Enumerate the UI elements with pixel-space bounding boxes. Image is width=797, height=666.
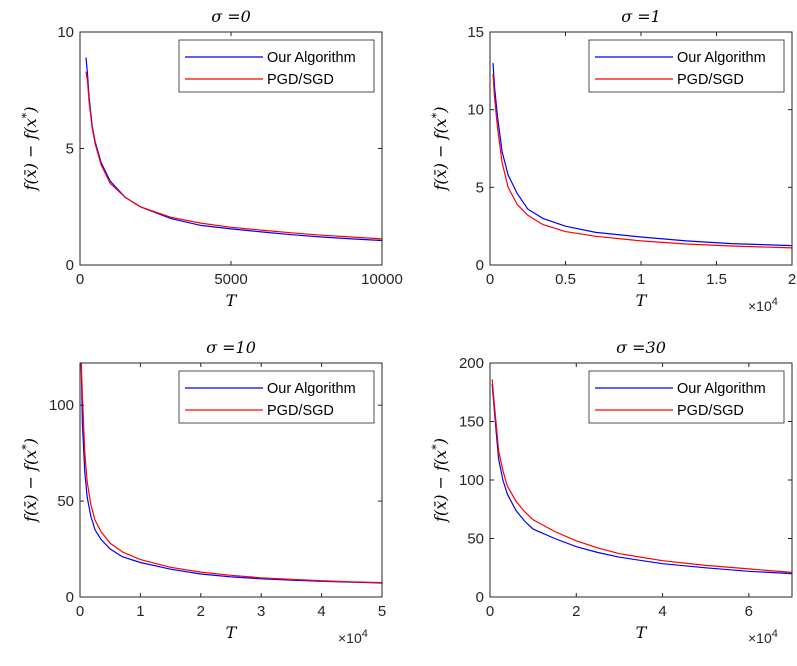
legend-label: PGD/SGD bbox=[677, 403, 744, 419]
legend: Our Algorithm PGD/SGD bbox=[588, 370, 785, 424]
x-tick-label: 10000 bbox=[361, 271, 403, 288]
x-tick-label: 5 bbox=[378, 603, 386, 620]
chart-title: σ =0 bbox=[211, 7, 251, 26]
legend-label: Our Algorithm bbox=[677, 50, 766, 66]
x-tick-label: 0 bbox=[76, 603, 84, 620]
y-tick-label: 150 bbox=[459, 414, 484, 431]
legend-box bbox=[178, 370, 375, 424]
y-axis-label: f(x̄) − f(x*) bbox=[430, 438, 451, 523]
y-tick-label: 200 bbox=[459, 355, 484, 372]
y-tick-label: 100 bbox=[49, 397, 74, 414]
x-tick-label: 5000 bbox=[214, 271, 247, 288]
y-axis-label: f(x̄) − f(x*) bbox=[430, 107, 451, 192]
legend-box bbox=[588, 370, 785, 424]
y-axis-label: f(x̄) − f(x*) bbox=[20, 107, 41, 192]
x-axis-multiplier: ×104 bbox=[338, 628, 368, 646]
subplot-sigma-1: 0 0.5 1 1.5 2 0 5 10 15 σ =1 Tf(x̄) − f(x*) ×104 Our… bbox=[430, 7, 797, 314]
x-tick-label: 1 bbox=[136, 603, 144, 620]
legend-label: Our Algorithm bbox=[267, 381, 356, 397]
legend-label: PGD/SGD bbox=[677, 72, 744, 88]
x-tick-label: 0 bbox=[76, 271, 84, 288]
y-tick-label: 10 bbox=[57, 24, 74, 41]
x-axis-multiplier: ×104 bbox=[748, 296, 778, 314]
series-line-our-algorithm bbox=[492, 63, 792, 247]
x-tick-label: 1 bbox=[637, 271, 645, 288]
y-axis-label: f(x̄) − f(x*) bbox=[20, 438, 41, 523]
legend-label: PGD/SGD bbox=[267, 403, 334, 419]
x-axis-label: T bbox=[226, 291, 238, 310]
y-tick-label: 100 bbox=[459, 472, 484, 489]
x-axis-multiplier: ×104 bbox=[748, 628, 778, 646]
y-tick-label: 50 bbox=[467, 531, 484, 548]
x-tick-label: 2 bbox=[197, 603, 205, 620]
x-tick-label: 4 bbox=[658, 603, 666, 620]
legend: Our Algorithm PGD/SGD bbox=[178, 39, 375, 93]
legend-label: Our Algorithm bbox=[267, 50, 356, 66]
series-line-our-algorithm bbox=[80, 363, 382, 584]
x-axis-label: T bbox=[226, 623, 238, 642]
y-tick-label: 0 bbox=[476, 257, 484, 274]
y-tick-label: 0 bbox=[66, 257, 74, 274]
series-line-pgd-sgd bbox=[85, 71, 382, 240]
series-line-pgd-sgd bbox=[492, 73, 792, 249]
x-tick-label: 2 bbox=[788, 271, 796, 288]
legend: Our Algorithm PGD/SGD bbox=[588, 39, 785, 93]
subplot-sigma-0: 0 5000 10000 0 5 10 σ =0 Tf(x̄) − f(x*) Our Algo… bbox=[20, 7, 403, 310]
series-line-our-algorithm bbox=[491, 384, 792, 575]
legend-label: Our Algorithm bbox=[677, 381, 766, 397]
subplot-sigma-30: 0 2 4 6 0 50 100 150 200 σ =30 Tf(x̄) − f(x*) ×104 O… bbox=[430, 338, 793, 646]
series-line-pgd-sgd bbox=[491, 379, 792, 573]
x-tick-label: 0 bbox=[486, 603, 494, 620]
x-tick-label: 1.5 bbox=[706, 271, 727, 288]
series-line-pgd-sgd bbox=[80, 363, 382, 584]
chart-title: σ =30 bbox=[616, 338, 666, 357]
x-tick-label: 3 bbox=[257, 603, 265, 620]
chart-title: σ =1 bbox=[621, 7, 661, 26]
x-tick-label: 4 bbox=[317, 603, 325, 620]
legend: Our Algorithm PGD/SGD bbox=[178, 370, 375, 424]
y-tick-label: 0 bbox=[66, 589, 74, 606]
legend-label: PGD/SGD bbox=[267, 72, 334, 88]
chart-title: σ =10 bbox=[206, 338, 256, 357]
x-tick-label: 2 bbox=[572, 603, 580, 620]
y-tick-label: 5 bbox=[66, 141, 74, 158]
x-tick-label: 6 bbox=[745, 603, 753, 620]
y-tick-label: 0 bbox=[476, 589, 484, 606]
y-tick-label: 15 bbox=[467, 24, 484, 41]
y-tick-label: 5 bbox=[476, 179, 484, 196]
x-axis-label: T bbox=[636, 291, 648, 310]
legend-box bbox=[588, 39, 785, 93]
axes-box bbox=[79, 362, 383, 598]
x-tick-label: 0.5 bbox=[555, 271, 576, 288]
y-tick-label: 50 bbox=[57, 493, 74, 510]
legend-box bbox=[178, 39, 375, 93]
x-axis-label: T bbox=[636, 623, 648, 642]
x-tick-label: 0 bbox=[486, 271, 494, 288]
y-tick-label: 10 bbox=[467, 102, 484, 119]
